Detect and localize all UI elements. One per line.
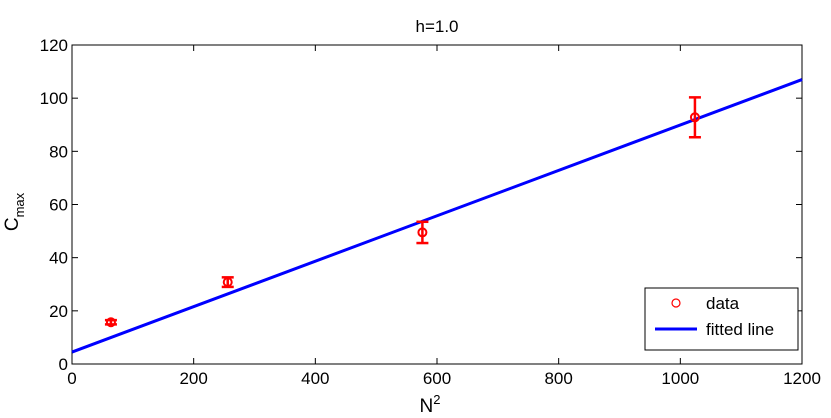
legend-data-label: data <box>706 294 740 313</box>
y-tick-label: 80 <box>49 142 68 161</box>
x-axis-label: N2 <box>420 392 441 417</box>
data-marker <box>417 227 428 238</box>
x-tick-label: 200 <box>179 369 207 388</box>
y-tick-label: 20 <box>49 302 68 321</box>
x-axis-label-base: N <box>420 396 434 417</box>
legend-fit-line-label: fitted line <box>706 320 774 339</box>
y-tick-label: 60 <box>49 196 68 215</box>
data-marker <box>689 112 700 123</box>
fitted-line <box>71 78 803 354</box>
legend-box <box>644 287 799 351</box>
x-axis-ticks: 0 200 400 600 800 1000 1200 <box>67 45 821 388</box>
x-tick-label: 1200 <box>783 369 821 388</box>
x-axis-label-sup: 2 <box>433 392 440 407</box>
data-point <box>221 276 234 289</box>
y-tick-label: 40 <box>49 249 68 268</box>
x-tick-label: 1000 <box>661 369 699 388</box>
y-axis-label-base: C <box>2 217 23 231</box>
x-tick-label: 800 <box>544 369 572 388</box>
x-tick-label: 400 <box>301 369 329 388</box>
x-tick-label: 0 <box>67 369 76 388</box>
data-marker <box>105 317 116 328</box>
legend: data fitted line <box>644 287 799 351</box>
y-tick-label: 0 <box>59 355 68 374</box>
y-axis-label-sub: max <box>12 192 27 217</box>
data-point <box>104 317 117 328</box>
data-marker <box>222 277 233 288</box>
y-axis-ticks: 0 20 40 60 80 100 120 <box>40 36 802 374</box>
data-series <box>104 96 701 328</box>
legend-data-marker <box>671 298 681 308</box>
fitted-line-series <box>71 78 803 354</box>
chart-title: h=1.0 <box>415 17 458 36</box>
y-axis-label: Cmax <box>2 192 27 231</box>
y-tick-label: 100 <box>40 89 68 108</box>
data-point <box>416 220 429 245</box>
data-point <box>688 96 701 139</box>
x-tick-label: 600 <box>423 369 451 388</box>
y-tick-label: 120 <box>40 36 68 55</box>
